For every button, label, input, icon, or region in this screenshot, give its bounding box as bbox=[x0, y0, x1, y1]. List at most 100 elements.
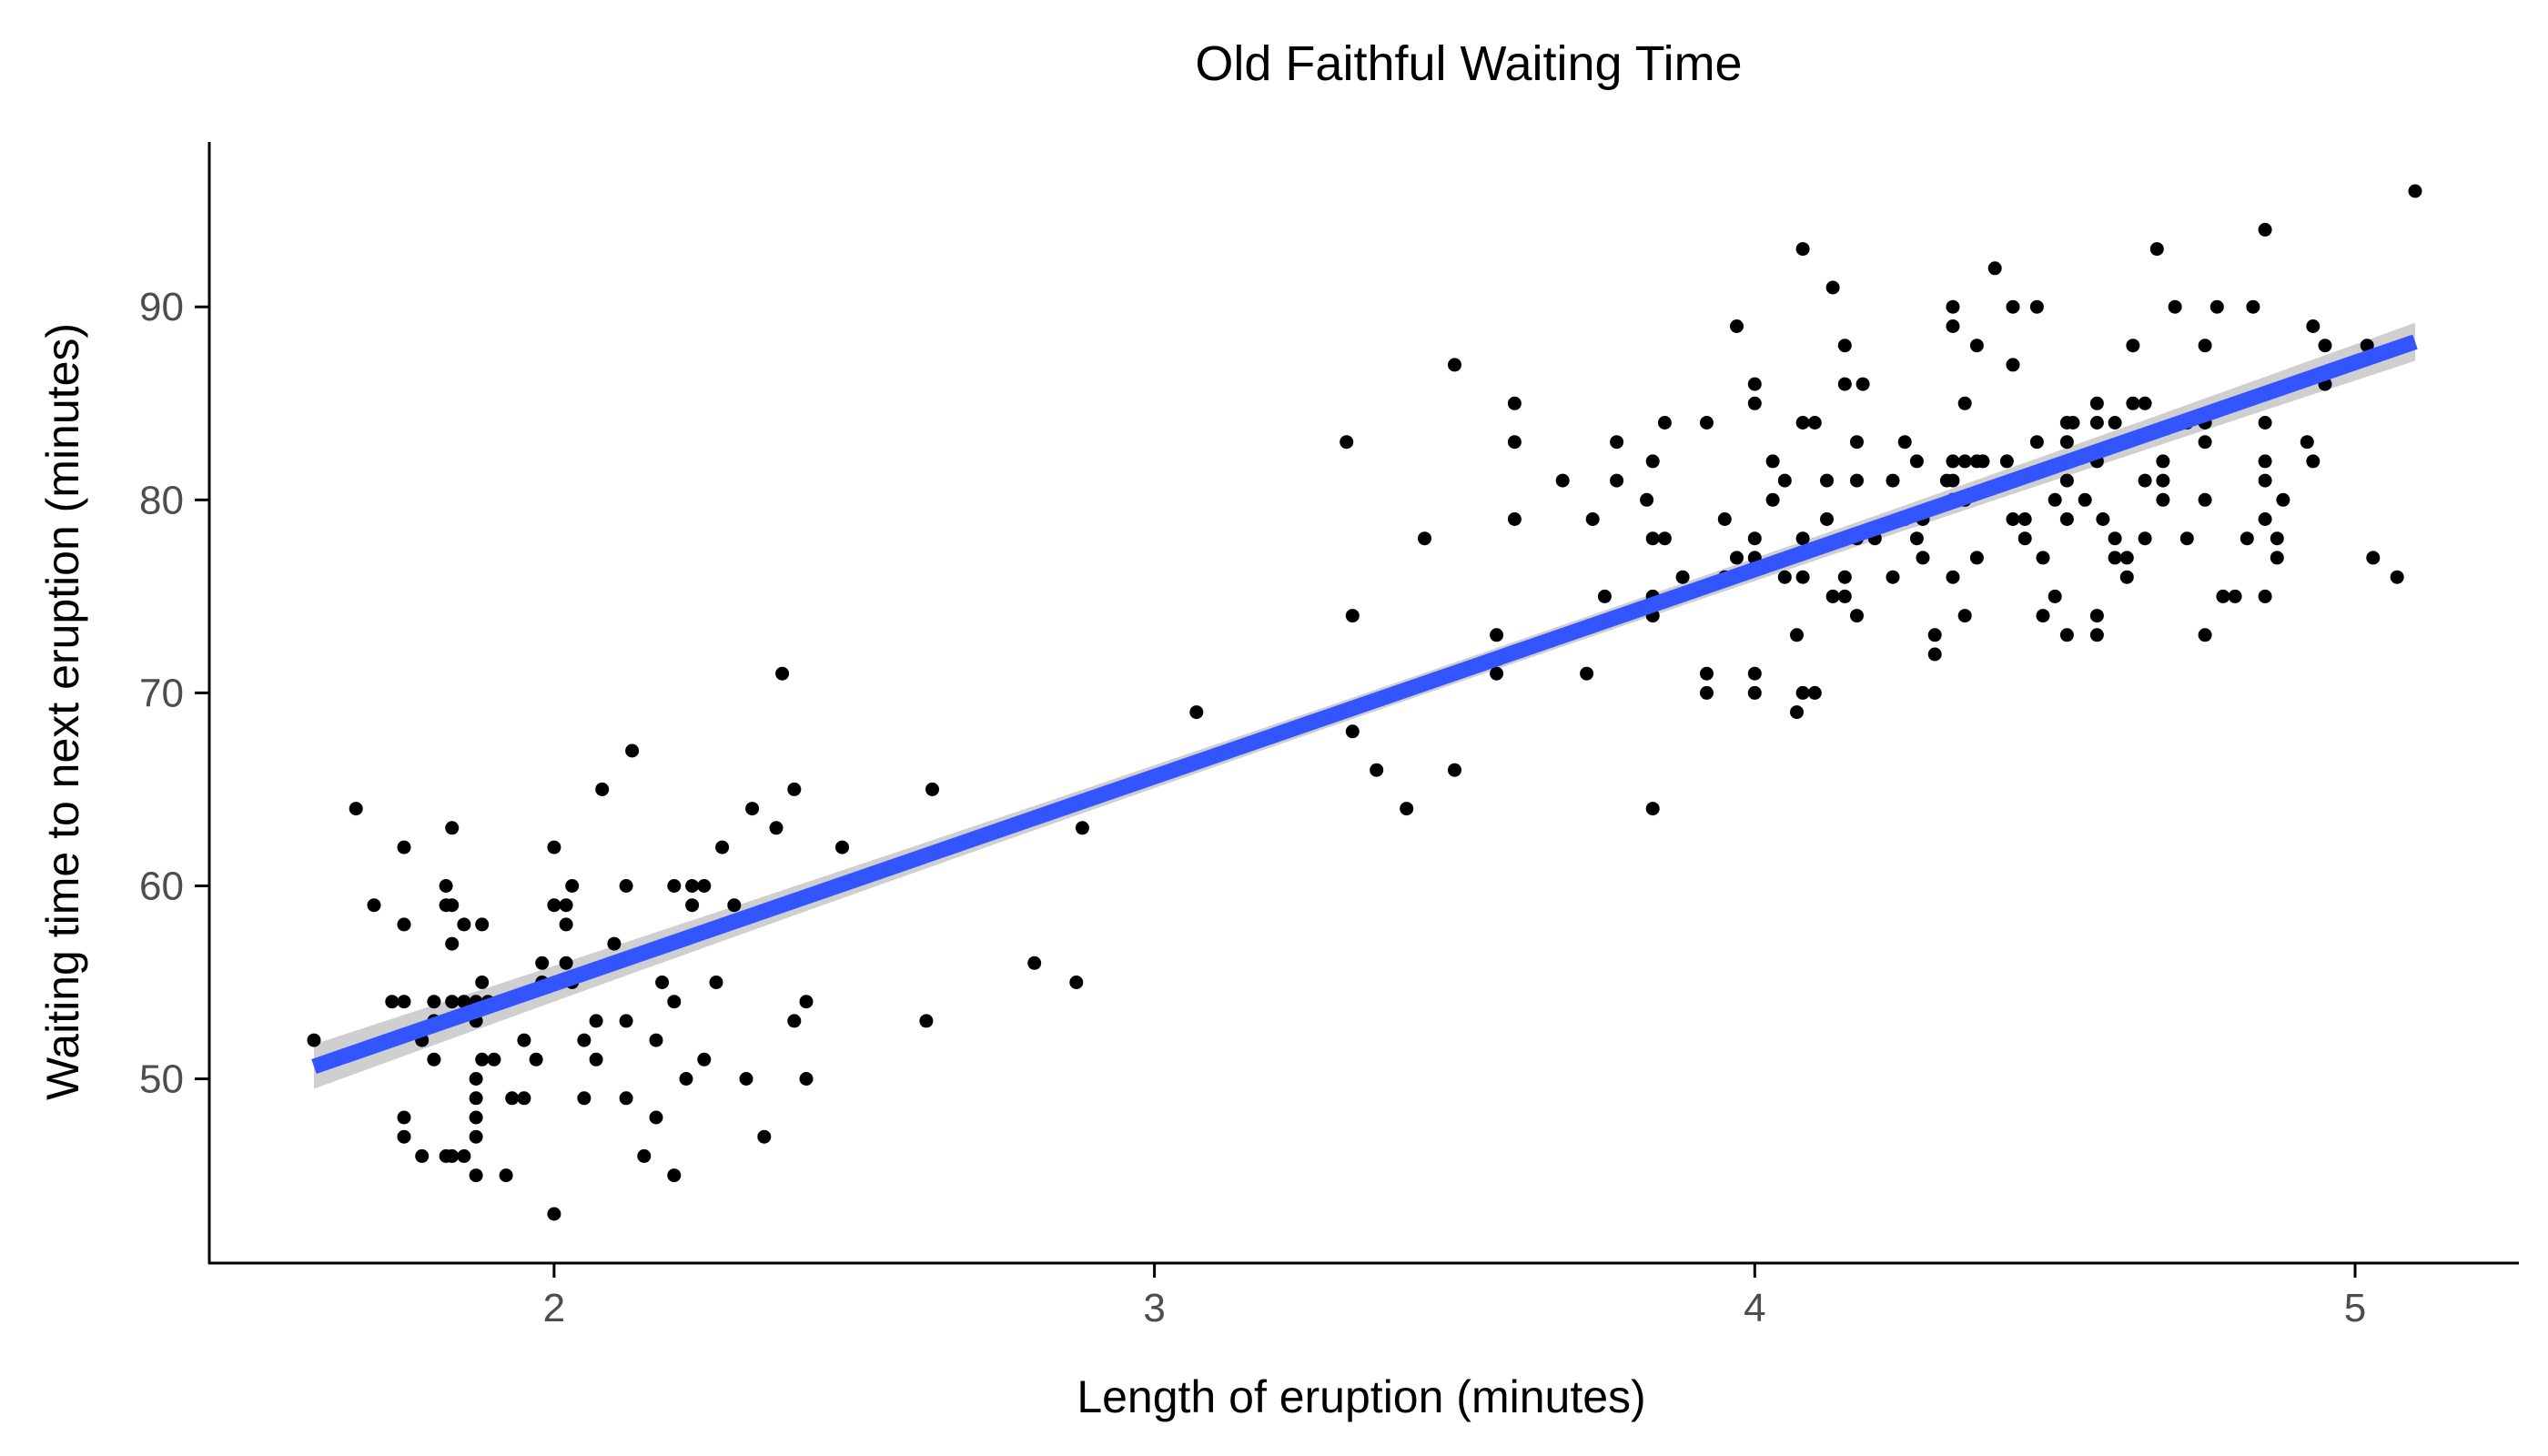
data-point bbox=[2017, 512, 2032, 526]
data-point bbox=[2258, 454, 2272, 469]
data-point bbox=[1795, 416, 1810, 430]
data-point bbox=[1585, 512, 1600, 526]
data-point bbox=[427, 995, 441, 1009]
data-point bbox=[1555, 473, 1570, 488]
data-point bbox=[2228, 589, 2242, 603]
data-point bbox=[367, 898, 381, 913]
data-point bbox=[619, 879, 633, 893]
data-point bbox=[397, 917, 411, 932]
data-point bbox=[2209, 299, 2224, 314]
data-point bbox=[457, 917, 471, 932]
data-point bbox=[2108, 416, 2122, 430]
data-point bbox=[1886, 570, 1900, 584]
data-point bbox=[787, 1014, 802, 1028]
data-point bbox=[835, 840, 849, 854]
data-point bbox=[1027, 956, 1042, 970]
data-point bbox=[2179, 531, 2194, 546]
data-point bbox=[745, 802, 760, 816]
data-point bbox=[1610, 473, 1624, 488]
data-point bbox=[1075, 821, 1089, 835]
data-point bbox=[2258, 222, 2272, 237]
data-point bbox=[475, 1052, 490, 1067]
data-point bbox=[2006, 299, 2020, 314]
data-point bbox=[1927, 628, 1942, 642]
data-point bbox=[685, 879, 700, 893]
data-point bbox=[2138, 396, 2152, 410]
data-point bbox=[1747, 377, 1762, 391]
data-point bbox=[457, 1148, 471, 1163]
data-point bbox=[2017, 531, 2032, 546]
data-point bbox=[1645, 802, 1660, 816]
data-point bbox=[2059, 435, 2074, 450]
data-point bbox=[1957, 609, 1972, 623]
data-point bbox=[517, 1091, 531, 1106]
data-point bbox=[667, 879, 682, 893]
data-point bbox=[415, 1148, 430, 1163]
data-point bbox=[1507, 435, 1522, 450]
data-point bbox=[1765, 454, 1780, 469]
data-point bbox=[469, 1168, 483, 1183]
y-axis-label: Waiting time to next eruption (minutes) bbox=[37, 323, 88, 1100]
data-point bbox=[1700, 685, 1714, 700]
data-point bbox=[2156, 454, 2170, 469]
data-point bbox=[685, 898, 700, 913]
data-point bbox=[2096, 512, 2110, 526]
data-point bbox=[1657, 416, 1672, 430]
data-point bbox=[1610, 435, 1624, 450]
data-point bbox=[2119, 570, 2134, 584]
data-point bbox=[679, 1072, 693, 1086]
data-point bbox=[2036, 609, 2050, 623]
data-point bbox=[2240, 531, 2254, 546]
data-point bbox=[919, 1014, 934, 1028]
data-point bbox=[1795, 242, 1810, 257]
data-point bbox=[2066, 416, 2080, 430]
data-point bbox=[349, 802, 363, 816]
data-point bbox=[697, 1052, 712, 1067]
data-point bbox=[2270, 551, 2284, 565]
data-point bbox=[2119, 551, 2134, 565]
data-point bbox=[1069, 976, 1084, 989]
data-point bbox=[1400, 802, 1414, 816]
data-point bbox=[727, 898, 742, 913]
data-point bbox=[2246, 299, 2260, 314]
data-point bbox=[1747, 685, 1762, 700]
data-point bbox=[1507, 396, 1522, 410]
data-point bbox=[2306, 319, 2320, 333]
data-point bbox=[505, 1091, 520, 1106]
data-point bbox=[2198, 339, 2212, 353]
data-point bbox=[1640, 492, 1654, 507]
data-point bbox=[439, 879, 453, 893]
data-point bbox=[1730, 551, 1744, 565]
data-point bbox=[1837, 377, 1852, 391]
data-point bbox=[1790, 628, 1804, 642]
data-point bbox=[2258, 512, 2272, 526]
data-point bbox=[2126, 396, 2140, 410]
x-tick-label: 3 bbox=[1143, 1286, 1165, 1330]
data-point bbox=[2089, 416, 2104, 430]
data-point bbox=[2149, 242, 2164, 257]
data-point bbox=[1795, 685, 1810, 700]
data-point bbox=[2306, 454, 2320, 469]
y-tick-label: 50 bbox=[139, 1057, 184, 1102]
data-point bbox=[2198, 492, 2212, 507]
data-point bbox=[1850, 435, 1864, 450]
data-point bbox=[445, 995, 460, 1009]
data-point bbox=[1825, 280, 1840, 295]
data-point bbox=[667, 995, 682, 1009]
data-point bbox=[1976, 454, 1990, 469]
data-point bbox=[1448, 358, 1461, 372]
data-point bbox=[709, 976, 723, 989]
data-point bbox=[775, 666, 790, 681]
data-point bbox=[547, 1207, 561, 1221]
data-point bbox=[559, 956, 573, 970]
data-point bbox=[1448, 763, 1461, 777]
data-point bbox=[397, 1129, 411, 1144]
data-point bbox=[1946, 473, 1960, 488]
data-point bbox=[385, 995, 399, 1009]
data-point bbox=[1957, 454, 1972, 469]
data-point bbox=[1825, 589, 1840, 603]
data-point bbox=[799, 1072, 814, 1086]
data-point bbox=[2059, 512, 2074, 526]
data-point bbox=[517, 1033, 531, 1047]
